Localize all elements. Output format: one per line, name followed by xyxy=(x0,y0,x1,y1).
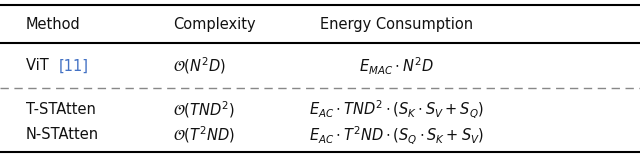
Text: T-STAtten: T-STAtten xyxy=(26,102,95,117)
Text: Method: Method xyxy=(26,17,81,31)
Text: ViT: ViT xyxy=(26,58,53,73)
Text: N-STAtten: N-STAtten xyxy=(26,127,99,142)
Text: $\mathcal{O}(N^2D)$: $\mathcal{O}(N^2D)$ xyxy=(173,55,226,76)
Text: $E_{AC} \cdot TND^2 \cdot (S_K \cdot S_V + S_Q)$: $E_{AC} \cdot TND^2 \cdot (S_K \cdot S_V… xyxy=(309,98,484,120)
Text: $\mathcal{O}(T^2ND)$: $\mathcal{O}(T^2ND)$ xyxy=(173,124,235,145)
Text: $E_{MAC} \cdot N^2D$: $E_{MAC} \cdot N^2D$ xyxy=(360,55,434,77)
Text: [11]: [11] xyxy=(59,58,89,73)
Text: Complexity: Complexity xyxy=(173,17,255,31)
Text: $\mathcal{O}(TND^2)$: $\mathcal{O}(TND^2)$ xyxy=(173,99,235,120)
Text: Energy Consumption: Energy Consumption xyxy=(320,17,474,31)
Text: $E_{AC} \cdot T^2ND \cdot (S_Q \cdot S_K + S_V)$: $E_{AC} \cdot T^2ND \cdot (S_Q \cdot S_K… xyxy=(309,124,484,146)
